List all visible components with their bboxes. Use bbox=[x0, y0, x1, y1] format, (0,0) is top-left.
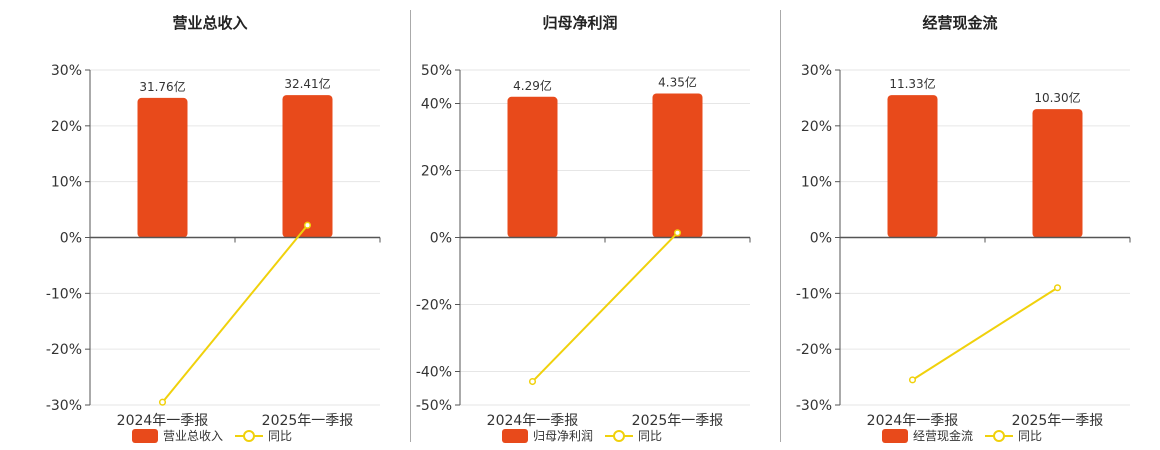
y-tick-label: 20% bbox=[51, 119, 82, 135]
bar-data-label: 32.41亿 bbox=[284, 76, 330, 91]
chart-cashflow: 经营现金流 30% 20% 10% 0% -10% -20% -30% 11.33亿 10.30亿… bbox=[796, 14, 1131, 443]
legend-label-bar: 归母净利润 bbox=[533, 429, 593, 443]
y-tick-label: 0% bbox=[810, 231, 832, 247]
y-tick-label: -30% bbox=[796, 398, 832, 414]
legend-swatch-bar bbox=[132, 429, 158, 443]
series-point-yoy bbox=[1053, 284, 1062, 292]
y-tick-label: -30% bbox=[46, 398, 82, 414]
x-tick-label: 2025年一季报 bbox=[262, 413, 354, 429]
legend-swatch-point bbox=[993, 430, 1005, 442]
chart-title: 归母净利润 bbox=[542, 14, 617, 32]
y-tick-label: 0% bbox=[430, 231, 452, 247]
x-tick-label: 2024年一季报 bbox=[117, 413, 209, 429]
y-tick-label: -20% bbox=[46, 342, 82, 358]
series-line-yoy bbox=[161, 224, 309, 403]
chart-panel-cashflow: 经营现金流 30% 20% 10% 0% -10% -20% -30% 11.33亿 10.30亿… bbox=[770, 0, 1140, 450]
series-line-yoy bbox=[531, 232, 679, 383]
chart-title: 经营现金流 bbox=[922, 14, 997, 32]
bar-data-label: 10.30亿 bbox=[1034, 90, 1080, 105]
y-tick-label: 0% bbox=[60, 231, 82, 247]
series-point-yoy bbox=[673, 229, 682, 237]
bar bbox=[887, 95, 938, 238]
series-point-yoy bbox=[528, 378, 537, 386]
chart-title: 营业总收入 bbox=[172, 14, 247, 32]
y-tick-label: -20% bbox=[796, 342, 832, 358]
bar bbox=[282, 95, 333, 238]
legend-label-line: 同比 bbox=[638, 429, 662, 443]
y-tick-label: -10% bbox=[46, 286, 82, 302]
y-tick-label: -10% bbox=[796, 286, 832, 302]
bar-data-label: 4.29亿 bbox=[513, 78, 552, 93]
y-tick-label: -40% bbox=[416, 365, 452, 381]
y-tick-label: 20% bbox=[421, 164, 452, 180]
y-tick-label: 50% bbox=[421, 63, 452, 79]
y-tick-label: 10% bbox=[51, 175, 82, 191]
legend-swatch-bar bbox=[502, 429, 528, 443]
series-point-yoy bbox=[158, 398, 167, 406]
bar-data-label: 31.76亿 bbox=[139, 79, 185, 94]
legend-swatch-point bbox=[613, 430, 625, 442]
legend-label-line: 同比 bbox=[1018, 429, 1042, 443]
bar bbox=[1032, 109, 1083, 238]
y-tick-label: 20% bbox=[801, 119, 832, 135]
y-tick-label: 10% bbox=[801, 175, 832, 191]
y-tick-label: 30% bbox=[801, 63, 832, 79]
legend-label-line: 同比 bbox=[268, 429, 292, 443]
series-point-yoy bbox=[908, 376, 917, 384]
bar-data-label: 4.35亿 bbox=[658, 74, 697, 89]
legend-swatch-bar bbox=[882, 429, 908, 443]
chart-panel-revenue: 营业总收入 30% 20% 10% 0% -10% -20% -30% 31.76亿 32.41亿… bbox=[20, 0, 390, 450]
panel-divider bbox=[410, 10, 411, 442]
y-tick-label: -20% bbox=[416, 298, 452, 314]
bar-data-label: 11.33亿 bbox=[889, 76, 935, 91]
bar bbox=[137, 97, 188, 238]
y-tick-label: 30% bbox=[51, 63, 82, 79]
x-tick-label: 2025年一季报 bbox=[632, 413, 724, 429]
y-tick-label: 40% bbox=[421, 97, 452, 113]
panel-divider bbox=[780, 10, 781, 442]
x-tick-label: 2024年一季报 bbox=[487, 413, 579, 429]
chart-revenue: 营业总收入 30% 20% 10% 0% -10% -20% -30% 31.76亿 32.41亿… bbox=[46, 14, 381, 443]
x-tick-label: 2024年一季报 bbox=[867, 413, 959, 429]
series-point-yoy bbox=[303, 221, 312, 229]
legend-label-bar: 营业总收入 bbox=[163, 429, 223, 443]
y-tick-label: -50% bbox=[416, 398, 452, 414]
series-line-yoy bbox=[911, 286, 1059, 381]
legend-swatch-point bbox=[243, 430, 255, 442]
chart-panel-net-profit: 归母净利润 50% 40% 20% 0% -20% -40% -50% 4.29亿 4.35亿 20… bbox=[390, 0, 760, 450]
bar bbox=[507, 96, 558, 238]
legend-label-bar: 经营现金流 bbox=[913, 428, 973, 443]
bar bbox=[652, 93, 703, 238]
x-tick-label: 2025年一季报 bbox=[1012, 413, 1104, 429]
chart-net-profit: 归母净利润 50% 40% 20% 0% -20% -40% -50% 4.29亿 4.35亿 20… bbox=[416, 14, 751, 443]
